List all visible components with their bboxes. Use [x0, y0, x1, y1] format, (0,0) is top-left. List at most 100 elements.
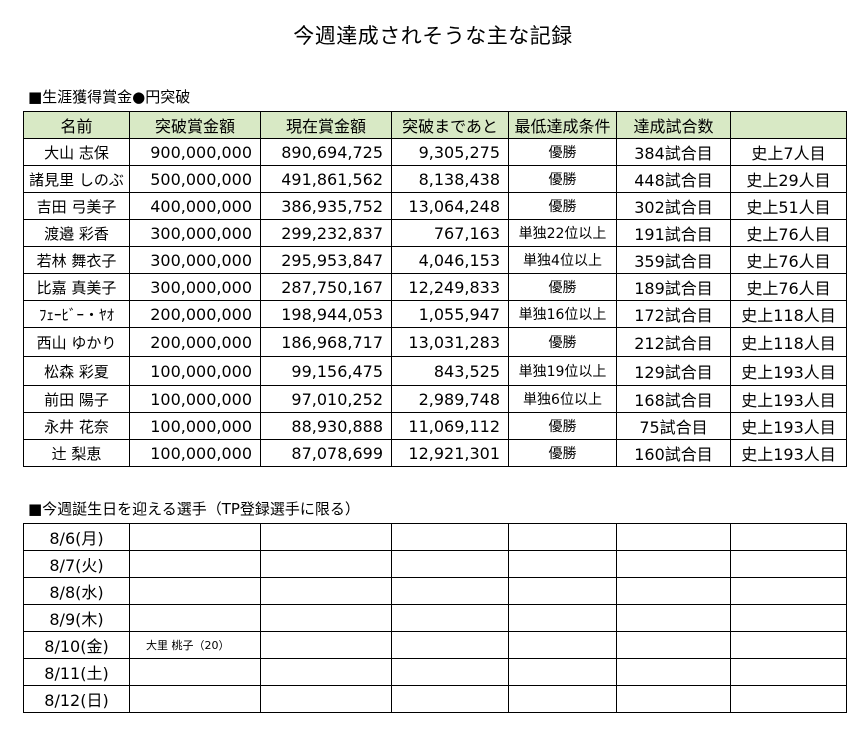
empty-cell — [260, 550, 392, 578]
player-name: ﾌｪｰﾋﾞｰ・ﾔｵ — [23, 300, 130, 328]
min-condition: 優勝 — [508, 439, 617, 467]
remaining-amount: 843,525 — [391, 356, 509, 386]
history-rank: 史上29人目 — [730, 165, 847, 193]
player-name: 諸見里 しのぶ — [23, 165, 130, 193]
empty-cell — [730, 523, 847, 551]
birthday-date: 8/6(月) — [23, 523, 130, 551]
records-table: 名前 突破賞金額 現在賞金額 突破まであと 最低達成条件 達成試合数 大山 志保… — [23, 111, 847, 467]
birthday-date: 8/11(土) — [23, 658, 130, 686]
threshold-amount: 100,000,000 — [129, 439, 261, 467]
games-count: 191試合目 — [616, 219, 731, 247]
empty-cell — [391, 631, 509, 659]
empty-cell — [391, 550, 509, 578]
birthday-player — [129, 523, 261, 551]
empty-cell — [730, 685, 847, 713]
remaining-amount: 12,921,301 — [391, 439, 509, 467]
table-row: 前田 陽子 100,000,000 97,010,252 2,989,748 単… — [23, 385, 847, 413]
min-condition: 優勝 — [508, 192, 617, 220]
games-count: 302試合目 — [616, 192, 731, 220]
records-header-row: 名前 突破賞金額 現在賞金額 突破まであと 最低達成条件 達成試合数 — [23, 111, 847, 139]
birthday-date: 8/10(金) — [23, 631, 130, 659]
min-condition: 優勝 — [508, 327, 617, 357]
min-condition: 単独6位以上 — [508, 385, 617, 413]
threshold-amount: 100,000,000 — [129, 385, 261, 413]
remaining-amount: 767,163 — [391, 219, 509, 247]
birthday-date: 8/8(水) — [23, 577, 130, 605]
min-condition: 優勝 — [508, 273, 617, 301]
empty-cell — [730, 631, 847, 659]
empty-cell — [616, 658, 731, 686]
birthday-player — [129, 604, 261, 632]
birthday-player — [129, 658, 261, 686]
min-condition: 単独4位以上 — [508, 246, 617, 274]
threshold-amount: 900,000,000 — [129, 138, 261, 166]
remaining-amount: 9,305,275 — [391, 138, 509, 166]
table-row: ﾌｪｰﾋﾞｰ・ﾔｵ 200,000,000 198,944,053 1,055,… — [23, 300, 847, 328]
min-condition: 優勝 — [508, 165, 617, 193]
birthday-date: 8/12(日) — [23, 685, 130, 713]
header-games: 達成試合数 — [616, 111, 731, 139]
current-amount: 491,861,562 — [260, 165, 392, 193]
remaining-amount: 2,989,748 — [391, 385, 509, 413]
empty-cell — [508, 604, 617, 632]
current-amount: 88,930,888 — [260, 412, 392, 440]
table-row: 諸見里 しのぶ 500,000,000 491,861,562 8,138,43… — [23, 165, 847, 193]
empty-cell — [508, 685, 617, 713]
remaining-amount: 13,064,248 — [391, 192, 509, 220]
history-rank: 史上193人目 — [730, 439, 847, 467]
remaining-amount: 8,138,438 — [391, 165, 509, 193]
history-rank: 史上76人目 — [730, 273, 847, 301]
player-name: 永井 花奈 — [23, 412, 130, 440]
empty-cell — [260, 604, 392, 632]
records-section-heading: ■生涯獲得賞金●円突破 — [28, 88, 191, 106]
empty-cell — [391, 523, 509, 551]
threshold-amount: 100,000,000 — [129, 412, 261, 440]
threshold-amount: 300,000,000 — [129, 246, 261, 274]
history-rank: 史上76人目 — [730, 246, 847, 274]
games-count: 448試合目 — [616, 165, 731, 193]
threshold-amount: 100,000,000 — [129, 356, 261, 386]
birthday-player — [129, 550, 261, 578]
table-row: 若林 舞衣子 300,000,000 295,953,847 4,046,153… — [23, 246, 847, 274]
table-row: 8/7(火) — [23, 550, 847, 578]
empty-cell — [616, 523, 731, 551]
min-condition: 単独22位以上 — [508, 219, 617, 247]
current-amount: 186,968,717 — [260, 327, 392, 357]
empty-cell — [508, 631, 617, 659]
games-count: 189試合目 — [616, 273, 731, 301]
empty-cell — [730, 577, 847, 605]
table-row: 辻 梨恵 100,000,000 87,078,699 12,921,301 優… — [23, 439, 847, 467]
birthday-player: 大里 桃子（20） — [129, 631, 261, 659]
empty-cell — [508, 658, 617, 686]
history-rank: 史上193人目 — [730, 412, 847, 440]
current-amount: 299,232,837 — [260, 219, 392, 247]
empty-cell — [616, 631, 731, 659]
remaining-amount: 12,249,833 — [391, 273, 509, 301]
table-row: 8/9(木) — [23, 604, 847, 632]
empty-cell — [730, 550, 847, 578]
games-count: 384試合目 — [616, 138, 731, 166]
empty-cell — [391, 658, 509, 686]
birthday-table: 8/6(月) 8/7(火) 8/8(水) 8/9(木) 8/10(金) 大里 桃… — [23, 523, 847, 713]
history-rank: 史上118人目 — [730, 300, 847, 328]
empty-cell — [260, 523, 392, 551]
table-row: 8/8(水) — [23, 577, 847, 605]
current-amount: 198,944,053 — [260, 300, 392, 328]
header-threshold: 突破賞金額 — [129, 111, 261, 139]
player-name: 渡邉 彩香 — [23, 219, 130, 247]
player-name: 比嘉 真美子 — [23, 273, 130, 301]
birthday-date: 8/9(木) — [23, 604, 130, 632]
games-count: 359試合目 — [616, 246, 731, 274]
table-row: 8/6(月) — [23, 523, 847, 551]
games-count: 172試合目 — [616, 300, 731, 328]
table-row: 吉田 弓美子 400,000,000 386,935,752 13,064,24… — [23, 192, 847, 220]
remaining-amount: 4,046,153 — [391, 246, 509, 274]
empty-cell — [391, 577, 509, 605]
min-condition: 優勝 — [508, 412, 617, 440]
empty-cell — [391, 685, 509, 713]
birthday-player — [129, 685, 261, 713]
empty-cell — [616, 604, 731, 632]
table-row: 永井 花奈 100,000,000 88,930,888 11,069,112 … — [23, 412, 847, 440]
empty-cell — [616, 550, 731, 578]
player-name: 若林 舞衣子 — [23, 246, 130, 274]
